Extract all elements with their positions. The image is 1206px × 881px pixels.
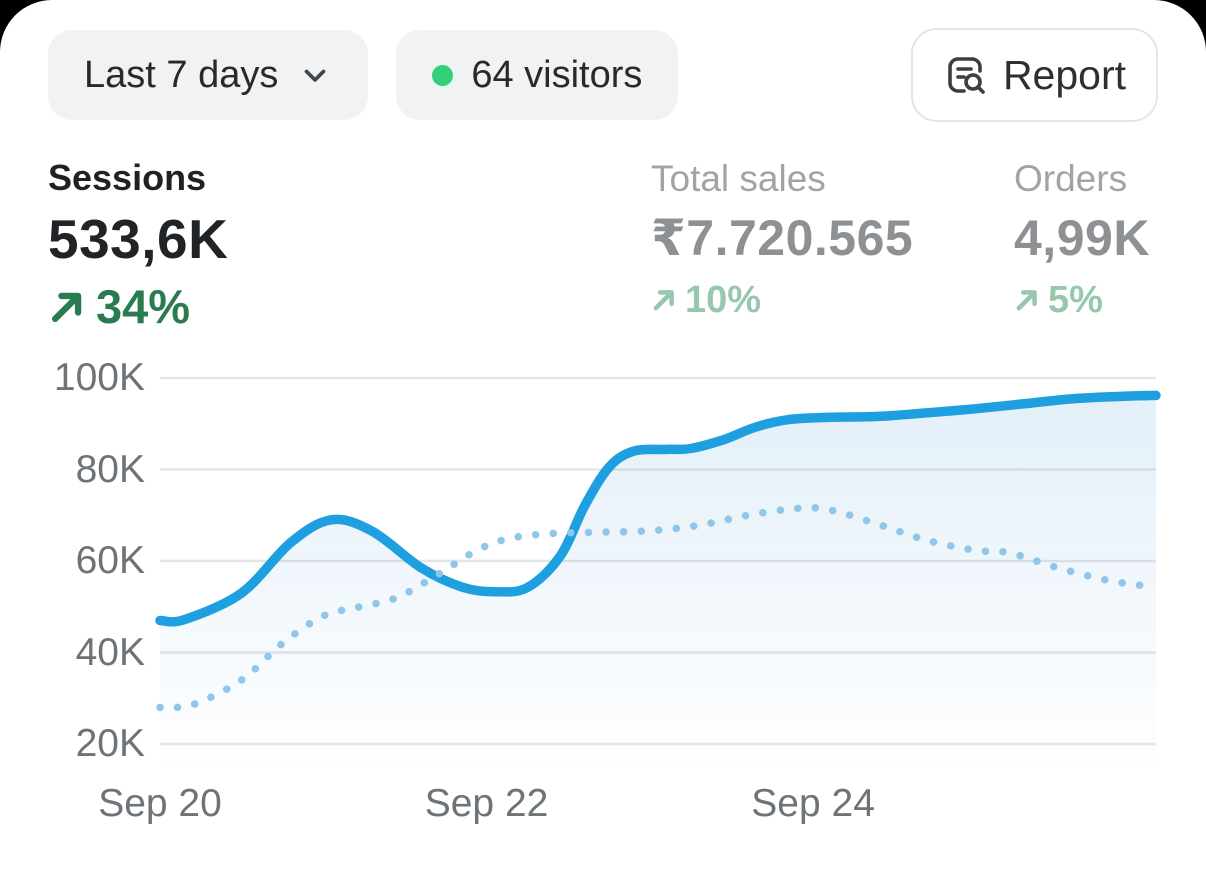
metric-sessions[interactable]: Sessions 533,6K 34% [48,157,229,331]
header-toolbar: Last 7 days 64 visitors [48,28,1158,122]
y-tick-label: 40K [75,630,145,674]
x-tick-label: Sep 22 [424,782,549,825]
y-tick-label: 60K [75,539,145,582]
date-range-selector[interactable]: Last 7 days [48,30,369,120]
metric-change-value: 10% [685,279,762,321]
y-tick-label: 20K [75,722,145,765]
metric-label: Sessions [48,157,207,198]
metric-value: 4,99K [1014,210,1150,266]
metric-label: Orders [1014,158,1128,199]
previous-period-dotted-line [156,503,1152,712]
metric-label: Total sales [651,158,826,199]
increase-arrow-icon [1014,287,1040,313]
x-tick-label: Sep 20 [98,782,222,825]
increase-arrow-icon [651,287,677,313]
area-fill [160,395,1156,772]
metric-orders[interactable]: Orders 4,99K 5% [1014,160,1150,319]
report-search-icon [943,52,989,98]
date-range-label: Last 7 days [84,53,279,96]
x-tick-label: Sep 24 [751,782,875,825]
metric-change-value: 34% [96,280,191,333]
current-period-line [155,390,1161,627]
report-button-label: Report [1002,51,1126,98]
chevron-down-icon [298,58,332,92]
visitors-count-label: 64 visitors [471,53,643,96]
metric-total-sales[interactable]: Total sales ₹7.720.565 10% [651,160,913,319]
metric-change: 34% [48,283,228,330]
metric-change-value: 5% [1048,279,1103,321]
y-tick-label: 100K [53,356,145,399]
metric-change: 5% [1014,281,1150,319]
report-button[interactable]: Report [910,28,1158,122]
metric-value: 533,6K [48,208,229,270]
y-tick-label: 80K [75,447,145,491]
live-visitors-badge[interactable]: 64 visitors [396,30,679,120]
metric-change: 10% [651,281,913,319]
metric-value: ₹7.720.565 [651,210,914,266]
live-indicator-dot [432,64,454,86]
increase-arrow-icon [48,288,86,326]
